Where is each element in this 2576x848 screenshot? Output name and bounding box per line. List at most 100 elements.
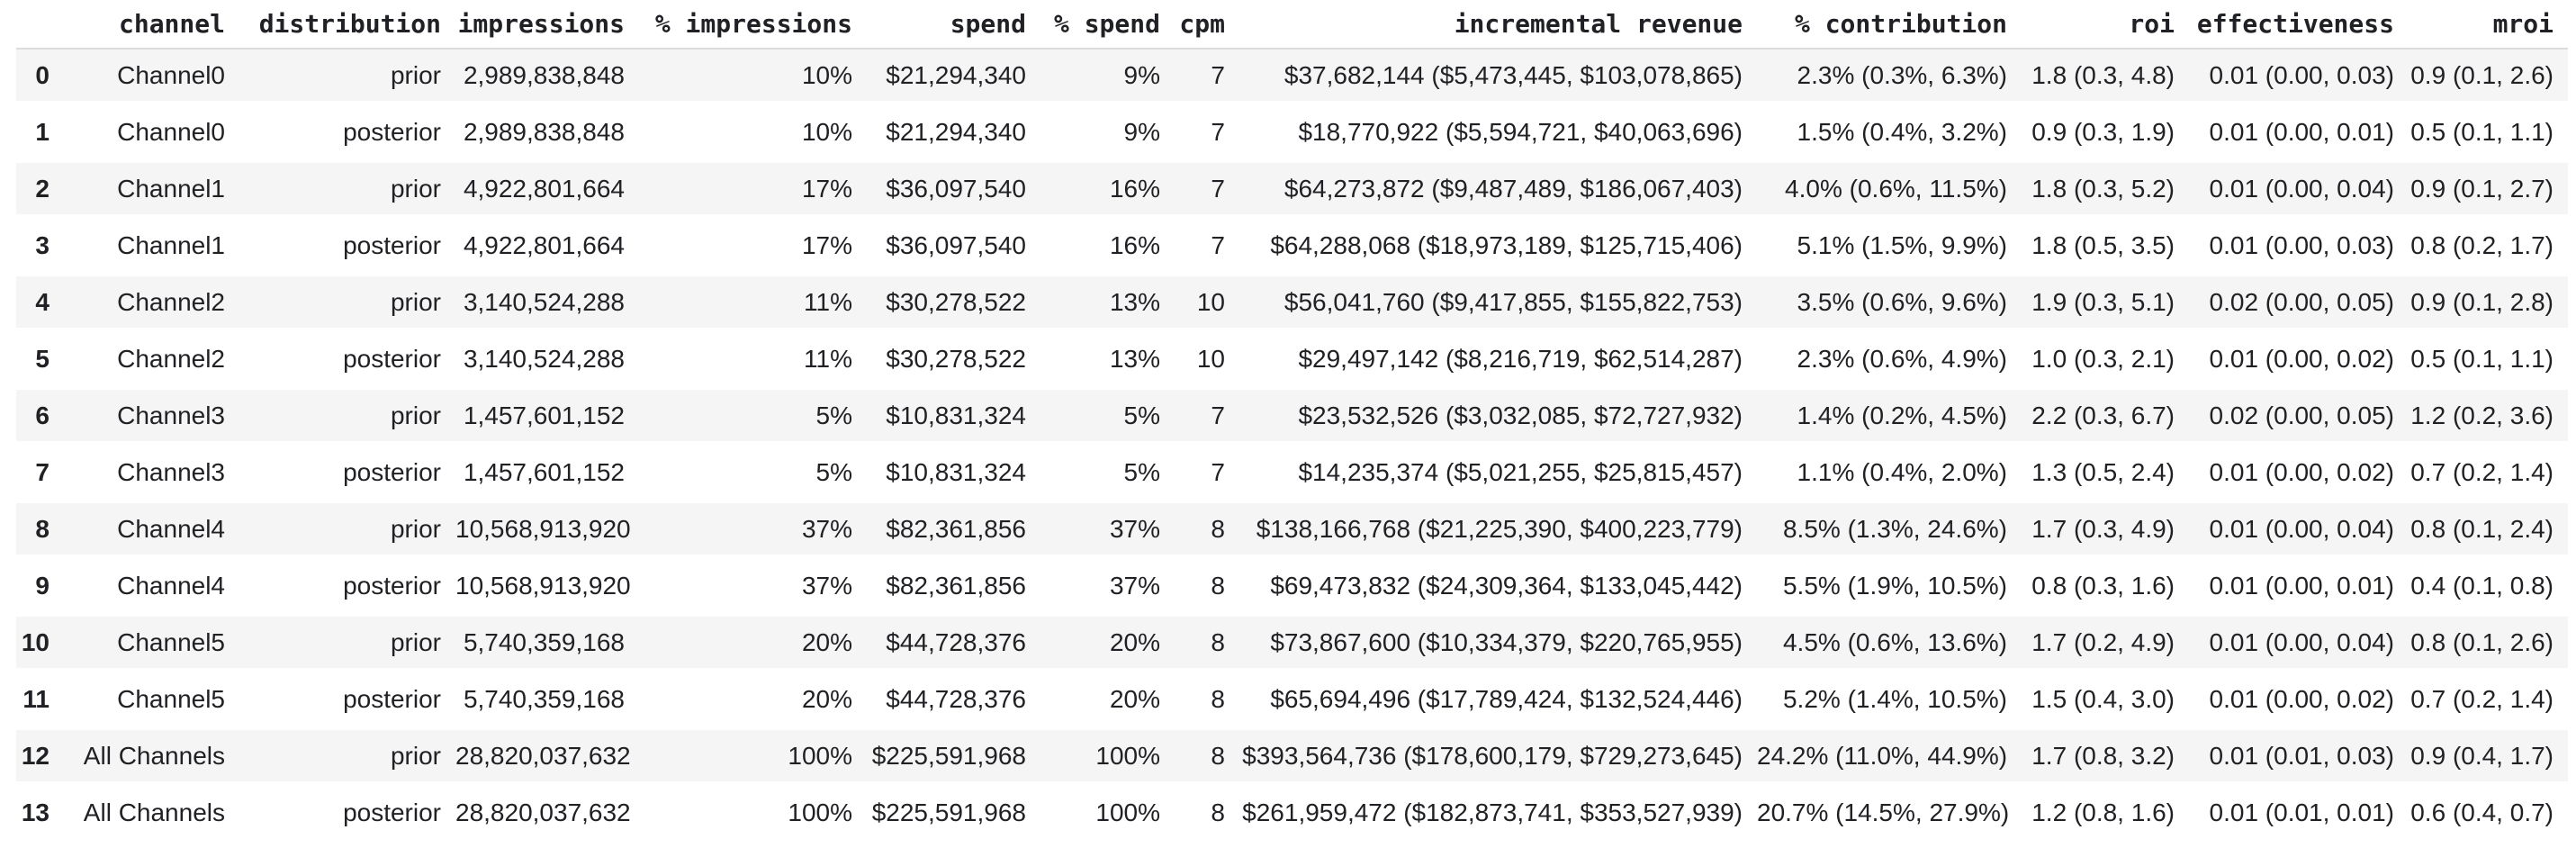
cell-spend: $30,278,522: [867, 333, 1040, 390]
cell-spend: $82,361,856: [867, 560, 1040, 617]
cell-cpm: 8: [1175, 560, 1239, 617]
cell-distribution: posterior: [239, 447, 455, 503]
cell-effectiveness: 0.01 (0.00, 0.03): [2189, 50, 2409, 106]
cell-distribution: prior: [239, 617, 455, 673]
cell-spend: $225,591,968: [867, 787, 1040, 843]
cell-effectiveness: 0.02 (0.00, 0.05): [2189, 390, 2409, 447]
cell-mroi: 0.9 (0.1, 2.8): [2409, 276, 2568, 333]
cell-contribution: 1.1% (0.4%, 2.0%): [1757, 447, 2022, 503]
cell-impressions: 17%: [639, 220, 867, 276]
table-row: 1 Channel0 posterior 2,989,838,848 10% $21,29…: [16, 106, 2568, 163]
cell-effectiveness: 0.01 (0.01, 0.03): [2189, 730, 2409, 787]
table-row: 6 Channel3 prior 1,457,601,152 5% $10,831,324…: [16, 390, 2568, 447]
cell-impressions: 2,989,838,848: [455, 106, 639, 163]
cell-effectiveness: 0.01 (0.00, 0.02): [2189, 673, 2409, 730]
cell-impressions: 20%: [639, 673, 867, 730]
table-row: 0 Channel0 prior 2,989,838,848 10% $21,294,34…: [16, 50, 2568, 106]
cell-mroi: 0.7 (0.2, 1.4): [2409, 673, 2568, 730]
row-index: 8: [16, 503, 64, 560]
cell-distribution: prior: [239, 163, 455, 220]
table-row: 2 Channel1 prior 4,922,801,664 17% $36,097,54…: [16, 163, 2568, 220]
row-index: 10: [16, 617, 64, 673]
cell-mroi: 0.9 (0.1, 2.7): [2409, 163, 2568, 220]
cell-impressions: 10,568,913,920: [455, 503, 639, 560]
cell-incremental-revenue: $69,473,832 ($24,309,364, $133,045,442): [1239, 560, 1757, 617]
cell-roi: 1.5 (0.4, 3.0): [2022, 673, 2189, 730]
cell-mroi: 0.6 (0.4, 0.7): [2409, 787, 2568, 843]
row-index: 5: [16, 333, 64, 390]
cell-spend: $21,294,340: [867, 50, 1040, 106]
cell-channel: Channel1: [64, 220, 239, 276]
cell-incremental-revenue: $18,770,922 ($5,594,721, $40,063,696): [1239, 106, 1757, 163]
cell-distribution: posterior: [239, 560, 455, 617]
cell-cpm: 8: [1175, 673, 1239, 730]
cell-spend: 5%: [1040, 447, 1175, 503]
cell-impressions: 28,820,037,632: [455, 787, 639, 843]
cell-contribution: 2.3% (0.6%, 4.9%): [1757, 333, 2022, 390]
cell-contribution: 4.5% (0.6%, 13.6%): [1757, 617, 2022, 673]
cell-contribution: 1.4% (0.2%, 4.5%): [1757, 390, 2022, 447]
cell-impressions: 11%: [639, 276, 867, 333]
cell-contribution: 1.5% (0.4%, 3.2%): [1757, 106, 2022, 163]
dataframe-table: channel distribution impressions% impressi…: [16, 0, 2568, 843]
cell-spend: 13%: [1040, 333, 1175, 390]
cell-channel: Channel4: [64, 503, 239, 560]
table-row: 13 All Channels posterior 28,820,037,632 100…: [16, 787, 2568, 843]
cell-mroi: 0.5 (0.1, 1.1): [2409, 106, 2568, 163]
cell-impressions: 28,820,037,632: [455, 730, 639, 787]
cell-impressions: 17%: [639, 163, 867, 220]
column-header-spend: % spend: [1040, 0, 1175, 50]
cell-spend: $10,831,324: [867, 390, 1040, 447]
cell-spend: 9%: [1040, 50, 1175, 106]
row-index: 13: [16, 787, 64, 843]
table-row: 4 Channel2 prior 3,140,524,288 11% $30,278,52…: [16, 276, 2568, 333]
cell-impressions: 5%: [639, 390, 867, 447]
cell-roi: 1.7 (0.8, 3.2): [2022, 730, 2189, 787]
cell-spend: $10,831,324: [867, 447, 1040, 503]
cell-spend: $44,728,376: [867, 673, 1040, 730]
cell-impressions: 3,140,524,288: [455, 333, 639, 390]
cell-incremental-revenue: $64,273,872 ($9,487,489, $186,067,403): [1239, 163, 1757, 220]
cell-effectiveness: 0.01 (0.00, 0.04): [2189, 503, 2409, 560]
cell-channel: All Channels: [64, 730, 239, 787]
cell-mroi: 0.8 (0.2, 1.7): [2409, 220, 2568, 276]
cell-impressions: 5%: [639, 447, 867, 503]
table-row: 5 Channel2 posterior 3,140,524,288 11% $30,27…: [16, 333, 2568, 390]
column-header-effectiveness: effectiveness: [2189, 0, 2409, 50]
cell-contribution: 24.2% (11.0%, 44.9%): [1757, 730, 2022, 787]
cell-effectiveness: 0.01 (0.00, 0.01): [2189, 106, 2409, 163]
cell-impressions: 100%: [639, 730, 867, 787]
cell-incremental-revenue: $261,959,472 ($182,873,741, $353,527,939…: [1239, 787, 1757, 843]
cell-channel: Channel5: [64, 673, 239, 730]
cell-spend: 100%: [1040, 787, 1175, 843]
cell-channel: Channel0: [64, 50, 239, 106]
cell-distribution: prior: [239, 503, 455, 560]
cell-spend: 100%: [1040, 730, 1175, 787]
cell-channel: All Channels: [64, 787, 239, 843]
row-index: 12: [16, 730, 64, 787]
table-header: channel distribution impressions% impressi…: [16, 0, 2568, 50]
cell-mroi: 0.9 (0.1, 2.6): [2409, 50, 2568, 106]
cell-impressions: 10,568,913,920: [455, 560, 639, 617]
cell-cpm: 7: [1175, 220, 1239, 276]
cell-impressions: 37%: [639, 503, 867, 560]
cell-roi: 1.8 (0.3, 4.8): [2022, 50, 2189, 106]
cell-spend: 5%: [1040, 390, 1175, 447]
cell-incremental-revenue: $37,682,144 ($5,473,445, $103,078,865): [1239, 50, 1757, 106]
row-index: 11: [16, 673, 64, 730]
cell-spend: $36,097,540: [867, 163, 1040, 220]
cell-effectiveness: 0.02 (0.00, 0.05): [2189, 276, 2409, 333]
cell-incremental-revenue: $138,166,768 ($21,225,390, $400,223,779): [1239, 503, 1757, 560]
cell-spend: 20%: [1040, 617, 1175, 673]
cell-incremental-revenue: $393,564,736 ($178,600,179, $729,273,645…: [1239, 730, 1757, 787]
cell-impressions: 37%: [639, 560, 867, 617]
column-header-impressions: impressions: [455, 0, 639, 50]
cell-contribution: 5.5% (1.9%, 10.5%): [1757, 560, 2022, 617]
cell-effectiveness: 0.01 (0.00, 0.02): [2189, 447, 2409, 503]
column-header-mroi: mroi: [2409, 0, 2568, 50]
column-header-cpm: cpm: [1175, 0, 1239, 50]
row-index: 2: [16, 163, 64, 220]
row-index: 4: [16, 276, 64, 333]
cell-spend: $21,294,340: [867, 106, 1040, 163]
cell-spend: $44,728,376: [867, 617, 1040, 673]
